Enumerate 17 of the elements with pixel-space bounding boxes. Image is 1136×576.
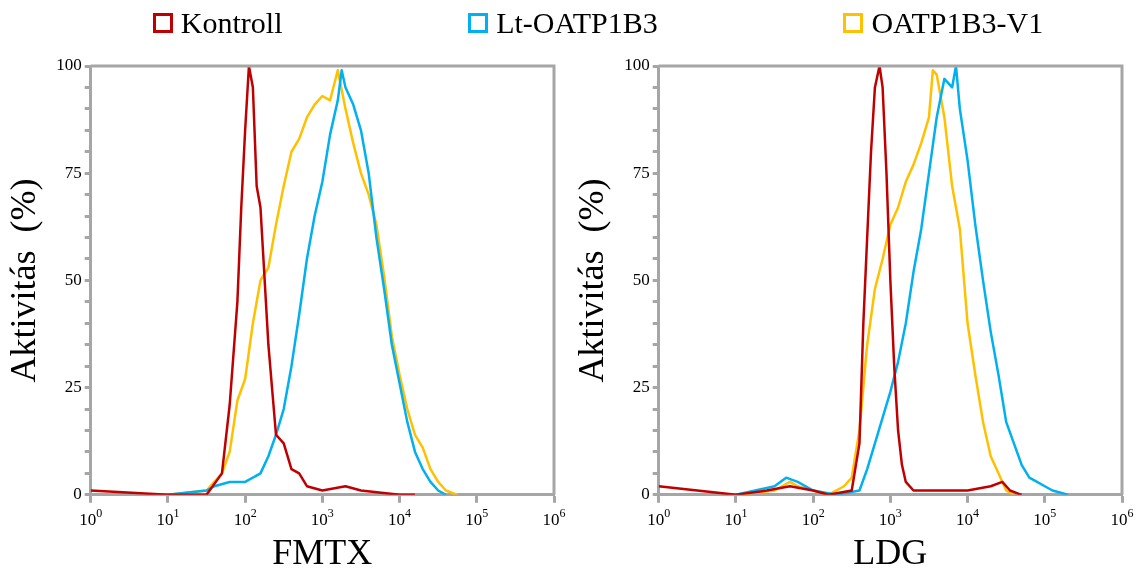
legend-label: Kontroll xyxy=(180,6,283,40)
y-tick-label: 0 xyxy=(73,484,82,504)
y-tick-label: 25 xyxy=(632,377,650,397)
y-tick-label: 75 xyxy=(632,162,650,182)
x-axis-title: LDG xyxy=(853,531,928,572)
y-axis-title: Aktivitás (%) xyxy=(3,178,44,383)
y-tick-label: 50 xyxy=(64,269,82,289)
y-axis-title: Aktivitás (%) xyxy=(571,178,612,383)
y-tick-label: 25 xyxy=(64,377,82,397)
y-tick-label: 75 xyxy=(64,162,82,182)
x-axis-title: FMTX xyxy=(272,531,373,572)
y-tick-label: 0 xyxy=(641,484,650,504)
y-tick-label: 50 xyxy=(632,269,650,289)
legend-label: Lt-OATP1B3 xyxy=(496,6,658,40)
y-tick-label: 100 xyxy=(624,55,650,75)
y-tick-label: 100 xyxy=(56,55,82,75)
legend-label: OATP1B3-V1 xyxy=(871,6,1044,40)
